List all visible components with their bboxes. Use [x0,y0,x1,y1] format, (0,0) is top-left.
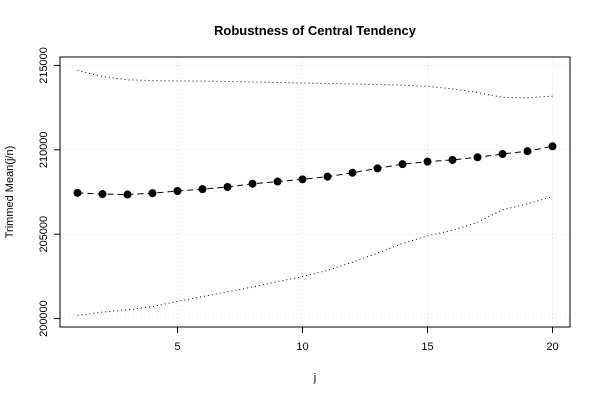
data-point [473,153,482,162]
y-axis-label: Trimmed Mean(j/n) [4,146,16,239]
data-point [98,190,107,199]
data-point [223,182,232,191]
axes: 5 10 15 20 200000 205000 210000 215000 [38,47,559,353]
data-point [323,172,332,181]
data-point [448,155,457,164]
x-tick-label: 10 [296,341,308,353]
data-point [298,175,307,184]
plot-frame [59,56,571,328]
lower-bound-line [77,196,553,317]
data-point [548,142,557,151]
y-tick-label: 200000 [38,300,50,337]
chart-title: Robustness of Central Tendency [214,23,417,38]
y-tick-label: 205000 [38,216,50,253]
data-point [273,177,282,186]
x-axis-label: j [313,372,316,384]
x-tick-label: 20 [546,341,558,353]
x-tick-label: 15 [421,341,433,353]
data-point [248,179,257,188]
data-point [198,185,207,194]
data-point [148,189,157,198]
mean-line [77,145,553,196]
data-point [523,147,532,156]
x-tick-label: 5 [174,341,180,353]
y-tick-label: 215000 [38,47,50,84]
data-point [498,150,507,159]
data-point [173,186,182,195]
data-point [398,160,407,169]
y-tick-label: 210000 [38,131,50,168]
data-point [73,188,82,197]
data-point [423,157,432,166]
grid [60,57,570,327]
upper-bound-line [77,70,553,99]
data-point [123,190,132,199]
data-point [373,164,382,173]
data-point [348,168,357,177]
series-group [73,70,557,317]
